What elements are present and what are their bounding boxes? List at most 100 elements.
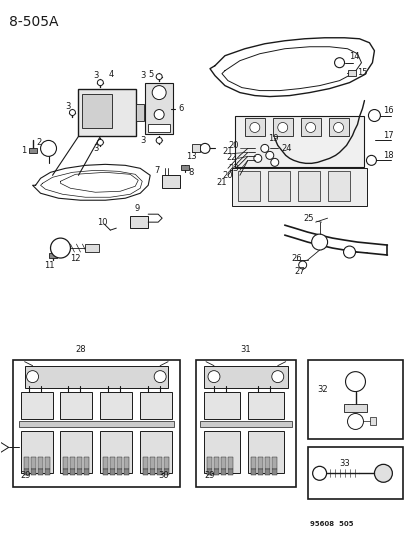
Text: 7: 7 [154,166,159,175]
Bar [264,470,269,475]
Circle shape [260,144,268,152]
Text: 17: 17 [382,131,393,140]
Bar [196,360,295,487]
Text: 24: 24 [281,144,292,153]
Circle shape [347,414,363,430]
Bar [297,171,319,201]
Circle shape [154,109,164,119]
Bar [343,403,367,411]
Bar [100,392,132,419]
Text: 3: 3 [65,102,71,111]
Circle shape [152,86,166,100]
Circle shape [69,109,75,116]
Bar [38,457,43,470]
Bar [228,470,233,475]
Circle shape [253,155,261,163]
Bar [206,457,211,470]
Bar [24,457,28,470]
Circle shape [40,140,56,156]
Bar [204,392,239,419]
Bar [247,431,283,473]
Text: 29: 29 [204,471,214,480]
Bar [221,470,225,475]
Text: 4: 4 [108,70,113,79]
Circle shape [333,123,343,133]
Bar [117,457,122,470]
Bar [63,470,68,475]
Bar [257,457,262,470]
Circle shape [207,370,219,383]
Text: 22: 22 [225,153,236,162]
Circle shape [156,138,162,143]
Bar [327,171,349,201]
Bar [271,470,276,475]
Bar [180,165,189,171]
Circle shape [368,109,380,122]
Circle shape [97,140,103,146]
Text: 11: 11 [45,261,55,270]
Bar [145,83,173,134]
Bar [150,470,155,475]
Bar [328,118,348,136]
Bar [84,470,89,475]
Circle shape [199,143,209,154]
Bar [214,457,218,470]
Bar [24,366,168,387]
Bar [221,457,225,470]
Circle shape [312,466,326,480]
Bar [60,392,92,419]
Text: 95608  505: 95608 505 [309,521,352,527]
Text: 9: 9 [134,204,139,213]
Text: 10: 10 [97,217,108,227]
Circle shape [298,261,306,269]
Text: 3: 3 [93,144,99,153]
Text: 28: 28 [75,345,85,354]
Bar [140,392,172,419]
Bar [272,118,292,136]
Bar [77,457,82,470]
Bar [192,144,199,152]
Bar [24,470,28,475]
Text: 25: 25 [303,214,313,223]
Bar [157,457,162,470]
Text: 12: 12 [70,254,81,263]
Text: 8: 8 [188,168,193,177]
Circle shape [277,123,287,133]
Bar [264,457,269,470]
Circle shape [311,234,327,250]
Text: 15: 15 [357,68,367,77]
Text: 16: 16 [382,106,393,115]
Bar [148,125,170,133]
Circle shape [270,158,278,166]
Text: 5: 5 [148,70,153,79]
Text: 33: 33 [339,459,349,468]
Bar [150,457,155,470]
Text: 20: 20 [228,141,238,150]
Bar [38,470,43,475]
Circle shape [305,123,315,133]
Circle shape [334,58,344,68]
Text: 2: 2 [36,138,42,147]
Bar [85,244,99,252]
Bar [28,148,36,154]
Bar [77,470,82,475]
Text: 21: 21 [216,178,226,187]
Bar [228,457,233,470]
Bar [237,171,259,201]
Bar [347,70,355,76]
Bar [45,470,50,475]
Text: 19: 19 [267,134,278,143]
Bar [204,366,287,387]
Text: 6: 6 [178,104,183,113]
Bar [206,470,211,475]
Bar [124,457,129,470]
Bar [19,422,174,427]
Bar [84,457,89,470]
Bar [130,216,148,228]
Circle shape [50,238,70,258]
Bar [307,360,402,439]
Bar [250,470,255,475]
Text: 13: 13 [185,152,196,161]
Bar [70,457,75,470]
Text: 21: 21 [221,147,232,156]
